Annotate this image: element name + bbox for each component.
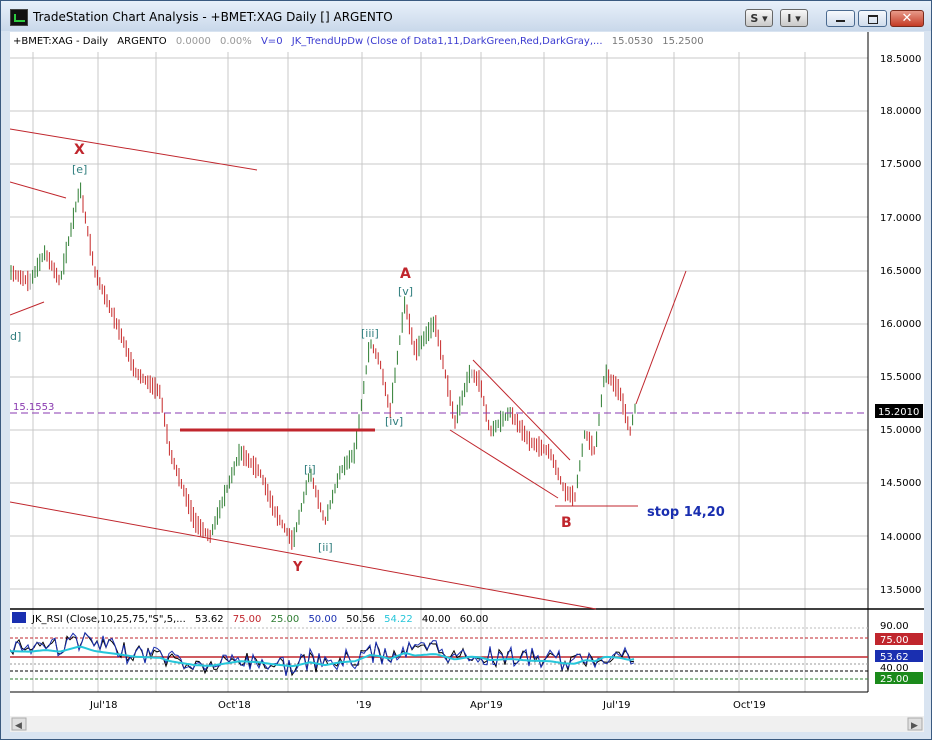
rsi-legend-v7: 40.00: [422, 614, 451, 625]
legend-indicator: JK_TrendUpDw (Close of Data1,11,DarkGree…: [291, 36, 603, 47]
legend-change: 0.0000: [176, 36, 211, 47]
time-tick: Apr'19: [470, 700, 503, 711]
price-chart[interactable]: +BMET:XAG - Daily ARGENTO 0.0000 0.00% V…: [10, 32, 924, 732]
rsi-legend-v6: 54.22: [384, 614, 413, 625]
rsi-tag-current: [875, 650, 923, 662]
wave-label-v: [v]: [398, 285, 413, 298]
wave-label-x: X: [74, 142, 85, 158]
stop-annotation: stop 14,20: [647, 505, 725, 520]
time-tick: Oct'19: [733, 700, 766, 711]
rsi-legend-name: JK_RSI (Close,10,25,75,"S",5,...: [31, 614, 186, 625]
rsi-tag-40: [875, 663, 923, 672]
wave-label-e: [e]: [72, 163, 87, 176]
price-tick: 17.0000: [880, 213, 921, 224]
rsi-legend-v8: 60.00: [460, 614, 489, 625]
rsi-ma-line: [10, 645, 635, 668]
rsi-legend-v3: 25.00: [271, 614, 300, 625]
s-menu-button[interactable]: S ▾: [745, 9, 773, 27]
rsi-legend-v4: 50.00: [308, 614, 337, 625]
minimize-icon: [836, 20, 845, 22]
time-tick: Jul'19: [602, 700, 631, 711]
wave-annotations: X [e] d] A [v] [iii] [iv] [i] [ii] Y B s…: [10, 142, 725, 575]
chart-area[interactable]: +BMET:XAG - Daily ARGENTO 0.0000 0.00% V…: [10, 32, 924, 732]
close-button[interactable]: ✕: [890, 10, 924, 27]
maximize-icon: [868, 15, 878, 24]
trend-lines: [10, 128, 868, 610]
time-tick: '19: [356, 700, 371, 711]
price-tick: 17.5000: [880, 159, 921, 170]
last-price-tag: [875, 404, 923, 418]
legend-change-pct: 0.00%: [220, 36, 252, 47]
rsi-pane-icon: [12, 612, 26, 623]
price-bars: [10, 182, 636, 550]
wedge-lower-line: [449, 429, 559, 499]
last-price-label: 15.2010: [878, 407, 919, 418]
i-menu-button[interactable]: I ▾: [780, 9, 808, 27]
scroll-right-icon: ▶: [911, 721, 918, 731]
rsi-tag-current-label: 53.62: [880, 652, 909, 663]
tradestation-app-icon: [10, 9, 28, 26]
legend-val1: 15.0530: [612, 36, 653, 47]
time-tick: Oct'18: [218, 700, 251, 711]
scrollbar-track[interactable]: [10, 716, 924, 732]
svg-text:JK_RSI (Close,10,25,75,"S",5,.: JK_RSI (Close,10,25,75,"S",5,... 53.62 7…: [31, 614, 488, 625]
title-bar[interactable]: TradeStation Chart Analysis - +BMET:XAG …: [1, 1, 931, 31]
wedge-upper-line: [472, 359, 571, 461]
scroll-right-button[interactable]: [907, 717, 923, 731]
wave-label-a: A: [400, 266, 411, 282]
legend-symbol: +BMET:XAG - Daily: [13, 36, 108, 47]
wave-label-y: Y: [292, 560, 303, 575]
rsi-axis-90: 90.00: [880, 621, 909, 632]
wave-label-d: d]: [10, 330, 21, 343]
price-tick: 15.5000: [880, 372, 921, 383]
wave-label-ii: [ii]: [318, 541, 333, 554]
price-tick: 13.5000: [880, 585, 921, 596]
lower-channel-line: [10, 501, 597, 610]
wave-label-iii: [iii]: [361, 327, 379, 340]
legend-val2: 15.2500: [662, 36, 703, 47]
level-price-label: 15.1553: [13, 402, 54, 413]
price-tick: 14.5000: [880, 478, 921, 489]
rsi-legend-v5: 50.56: [346, 614, 375, 625]
price-tags: 15.1553 15.2010: [13, 402, 923, 418]
rsi-tag-75: [875, 633, 923, 645]
rsi-tag-25-label: 25.00: [880, 674, 909, 685]
wave-label-b: B: [561, 515, 572, 531]
rsi-tag-25: [875, 672, 923, 684]
price-tick: 16.5000: [880, 266, 921, 277]
price-tick: 14.0000: [880, 532, 921, 543]
short-trend-line: [10, 181, 67, 199]
minimize-button[interactable]: [826, 10, 855, 27]
legend-name: ARGENTO: [117, 36, 166, 47]
scroll-left-button[interactable]: [11, 717, 27, 731]
price-axis: 18.5000 18.0000 17.5000 17.0000 16.5000 …: [880, 54, 921, 596]
rsi-tag-75-label: 75.00: [880, 635, 909, 646]
rsi-signal-line: [10, 631, 635, 676]
price-grid: [10, 52, 868, 692]
price-tick: 18.5000: [880, 54, 921, 65]
price-tick: 16.0000: [880, 319, 921, 330]
scroll-left-icon: ◀: [15, 721, 22, 731]
rsi-pane: JK_RSI (Close,10,25,75,"S",5,... 53.62 7…: [10, 612, 923, 685]
price-tick: 18.0000: [880, 106, 921, 117]
upper-trend-line: [10, 128, 258, 171]
rsi-legend-v1: 53.62: [195, 614, 224, 625]
window-title: TradeStation Chart Analysis - +BMET:XAG …: [33, 10, 393, 24]
close-icon: ✕: [901, 11, 913, 26]
triangle-line: [10, 301, 45, 316]
horizontal-scrollbar[interactable]: ◀ ▶: [10, 716, 924, 732]
time-tick: Jul'18: [89, 700, 118, 711]
legend-volume: V=0: [261, 36, 283, 47]
maximize-button[interactable]: [858, 10, 887, 27]
rsi-tag-40-label: 40.00: [880, 663, 909, 674]
projection-line: [635, 270, 687, 405]
wave-label-iv: [iv]: [385, 415, 403, 428]
svg-text:+BMET:XAG - Daily ARGE: +BMET:XAG - Daily ARGENTO 0.0000 0.00% V…: [13, 36, 704, 47]
time-axis: Jul'18 Oct'18 '19 Apr'19 Jul'19 Oct'19: [89, 700, 766, 711]
wave-label-i: [i]: [304, 463, 316, 476]
rsi-legend-v2: 75.00: [233, 614, 262, 625]
price-tick: 15.0000: [880, 425, 921, 436]
